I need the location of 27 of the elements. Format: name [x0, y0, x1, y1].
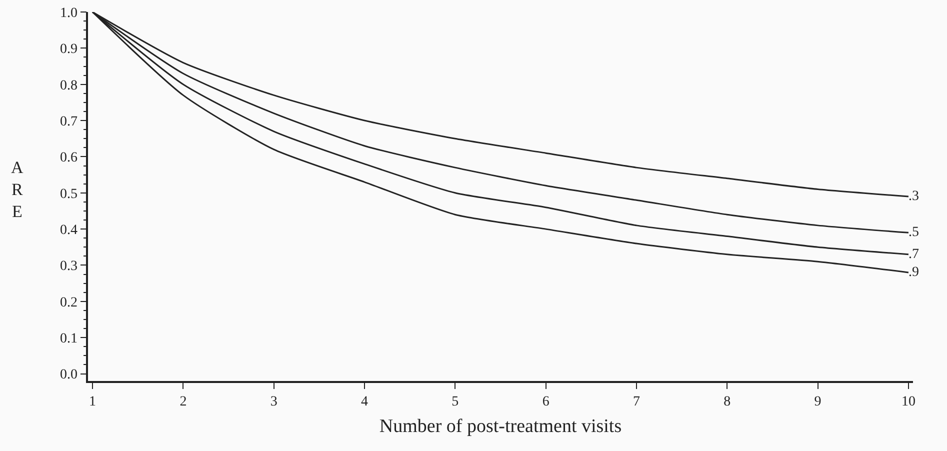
y-tick-label: 0.9 [60, 42, 78, 58]
y-axis-title: A R E [11, 158, 24, 222]
y-tick-label: 0.2 [60, 295, 78, 310]
x-tick-label: 1 [89, 394, 96, 410]
x-tick-label: 5 [452, 394, 459, 410]
x-tick-label: 3 [270, 394, 278, 410]
series-label: .7 [908, 246, 919, 262]
y-tick-label: 0.8 [60, 78, 78, 94]
x-tick-label: 8 [724, 394, 731, 410]
series-label: .9 [908, 264, 919, 280]
y-tick-label: 0.7 [60, 114, 78, 130]
y-tick-label: 0.1 [60, 331, 78, 346]
y-tick-label: 1.0 [60, 6, 78, 21]
x-tick-label: 10 [901, 394, 916, 410]
x-tick-label: 2 [180, 394, 187, 410]
y-tick-label: 0.5 [60, 186, 78, 202]
y-tick-label: 0.4 [60, 222, 78, 238]
x-tick-label: 9 [814, 394, 822, 410]
x-tick-label: 7 [632, 394, 640, 410]
y-tick-label: 0.3 [60, 259, 78, 274]
y-tick-label: 0.6 [60, 150, 78, 166]
series-label: .3 [908, 189, 919, 204]
x-axis-title: Number of post-treatment visits [379, 416, 622, 437]
y-tick-label: 0.0 [60, 368, 78, 383]
x-tick-label: 6 [542, 394, 550, 410]
series-label: .5 [908, 225, 919, 240]
x-tick-label: 4 [361, 394, 368, 410]
